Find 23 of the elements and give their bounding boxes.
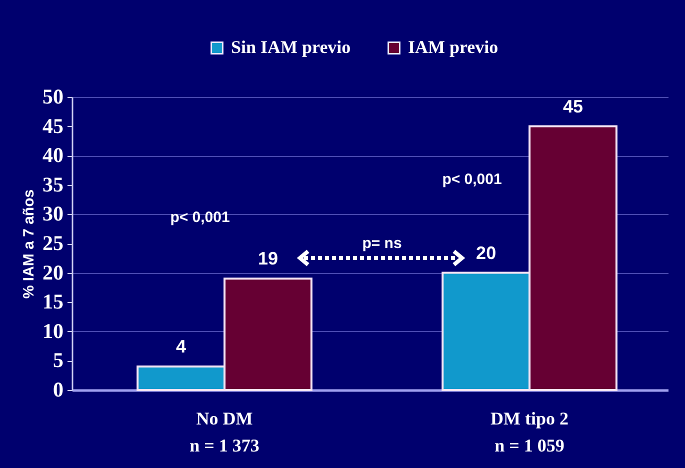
y-tick-label: 20 <box>42 260 64 284</box>
annotation: p< 0,001 <box>442 171 502 188</box>
annotation: p< 0,001 <box>170 209 230 226</box>
data-label: 45 <box>562 96 584 116</box>
y-axis-title: % IAM a 7 años <box>20 189 38 299</box>
y-tick-label: 15 <box>42 290 64 314</box>
x-tick-label: DM tipo 2 n = 1 059 <box>490 408 569 456</box>
data-label: 19 <box>258 248 278 269</box>
annotation: p= ns <box>362 235 402 252</box>
y-tick-label: 0 <box>53 378 64 402</box>
y-tick-label: 5 <box>53 348 64 372</box>
data-label: 4 <box>176 336 186 357</box>
y-tick-label: 25 <box>42 231 64 255</box>
legend-label: Sin IAM previo <box>231 37 351 57</box>
y-tick-label: 30 <box>42 202 64 226</box>
data-label: 20 <box>476 242 496 263</box>
x-tick-label: No DM n = 1 373 <box>190 408 260 456</box>
legend-label: IAM previo <box>408 37 498 57</box>
y-tick-label: 10 <box>42 318 64 343</box>
y-tick-label: 35 <box>42 172 64 196</box>
y-tick-label: 40 <box>42 143 64 168</box>
y-tick-label: 50 <box>42 84 64 108</box>
y-tick-label: 45 <box>42 114 64 138</box>
